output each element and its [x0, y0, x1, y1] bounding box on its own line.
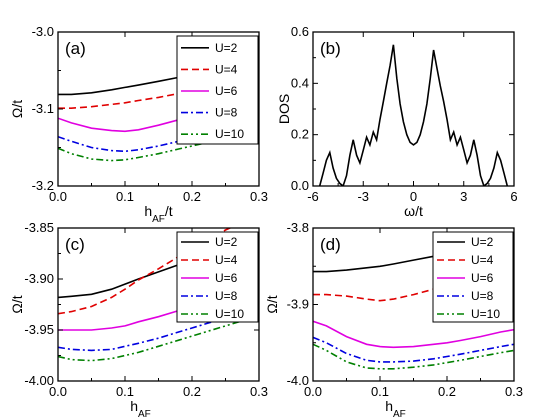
- panel-label: (d): [320, 235, 341, 254]
- y-tick-label: 0.6: [291, 24, 309, 39]
- x-axis-title: ω/t: [404, 203, 423, 219]
- x-tick-label: 0.3: [250, 384, 268, 399]
- y-tick-label: 0.2: [291, 127, 309, 142]
- x-tick-label: 0.1: [116, 384, 134, 399]
- x-tick-label: 0.3: [505, 384, 523, 399]
- x-tick-label: 0.1: [116, 189, 134, 204]
- x-tick-label: 6: [510, 189, 517, 204]
- legend: U=2 U=4 U=6 U=8 U=10: [432, 231, 514, 323]
- x-axis-title: hAF: [385, 398, 406, 419]
- y-axis-title: Ω/t: [264, 295, 280, 313]
- x-tick-label: 0.2: [183, 384, 201, 399]
- x-tick-label: 0.0: [304, 384, 322, 399]
- legend-label: U=4: [215, 253, 238, 267]
- legend-label: U=8: [215, 289, 238, 303]
- x-tick-label: 0.0: [49, 384, 67, 399]
- y-tick-label: -3.9: [287, 297, 309, 312]
- legend-label: U=2: [215, 235, 238, 249]
- legend-label: U=8: [215, 106, 238, 120]
- y-tick-label: -3.0: [32, 24, 54, 39]
- series-line-u-10: [313, 343, 514, 370]
- x-tick-label: 0.0: [49, 189, 67, 204]
- y-tick-label: -3.8: [287, 220, 309, 235]
- x-tick-label: 0: [410, 189, 417, 204]
- legend-label: U=10: [215, 307, 244, 321]
- legend-label: U=6: [215, 84, 238, 98]
- panel-b: -6 -3 0 3 6 0.0 0.2 0.4 0.6 (b) ω/t DOS: [276, 24, 518, 219]
- legend-label: U=2: [215, 41, 238, 55]
- legend-label: U=8: [471, 289, 494, 303]
- legend-label: U=10: [215, 127, 244, 141]
- y-tick-label: -3.85: [24, 220, 54, 235]
- y-axis-title: Ω/t: [9, 100, 25, 118]
- panel-label: (a): [65, 39, 86, 58]
- plot-frame: [312, 31, 515, 187]
- y-tick-label: 0.4: [291, 75, 309, 90]
- legend-box: [176, 231, 259, 323]
- legend-label: U=6: [471, 271, 494, 285]
- series-line-u-8: [313, 336, 514, 363]
- series-line-u-6: [313, 320, 514, 349]
- y-axis-title: DOS: [276, 94, 292, 124]
- panel-a: 0.0 0.1 0.2 0.3-3.2-3.1-3.0(a)hAF/tΩ/tU=2U=…: [9, 24, 268, 225]
- x-axis-title: hAF/t: [144, 203, 172, 225]
- legend-label: U=10: [471, 307, 500, 321]
- series-line-u-4: [58, 228, 232, 315]
- series-line-u-8: [58, 306, 259, 352]
- x-tick-label: 0.1: [371, 384, 389, 399]
- legend: U=2 U=4 U=6 U=8 U=10: [176, 231, 259, 323]
- x-tick-label: 3: [460, 189, 467, 204]
- x-tick-label: -6: [307, 189, 319, 204]
- legend-box: [176, 35, 259, 145]
- y-tick-label: -3.95: [24, 322, 54, 337]
- x-axis-title: hAF: [130, 398, 151, 419]
- y-tick-label: -4.0: [287, 373, 309, 388]
- y-tick-label: 0.0: [291, 178, 309, 193]
- panel-d: 0.0 0.1 0.2 0.3-4.0-3.9-3.8(d)hAFΩ/tU=2U=4U…: [264, 220, 523, 419]
- panel-label: (b): [320, 39, 341, 58]
- y-axis-title: Ω/t: [9, 295, 25, 313]
- legend-label: U=6: [215, 271, 238, 285]
- series-line-dos: [318, 44, 509, 186]
- panel-c: 0.0 0.1 0.2 0.3 -4.00 -3.95 -3.90 -3.85 (c) hAF Ω/…: [9, 220, 268, 419]
- x-tick-label: -3: [357, 189, 369, 204]
- legend-box: [432, 231, 514, 323]
- series-line-u-10: [58, 314, 259, 362]
- y-tick-label: -3.2: [32, 178, 54, 193]
- x-tick-label: 0.2: [438, 384, 456, 399]
- legend: U=2 U=4 U=6 U=8 U=10: [176, 35, 259, 145]
- legend-label: U=2: [471, 235, 494, 249]
- y-tick-label: -3.1: [32, 101, 54, 116]
- y-tick-label: -3.90: [24, 271, 54, 286]
- panel-label: (c): [65, 235, 85, 254]
- x-tick-label: 0.3: [250, 189, 268, 204]
- legend-label: U=4: [215, 62, 238, 76]
- x-tick-label: 0.2: [183, 189, 201, 204]
- y-tick-label: -4.00: [24, 373, 54, 388]
- legend-label: U=4: [471, 253, 494, 267]
